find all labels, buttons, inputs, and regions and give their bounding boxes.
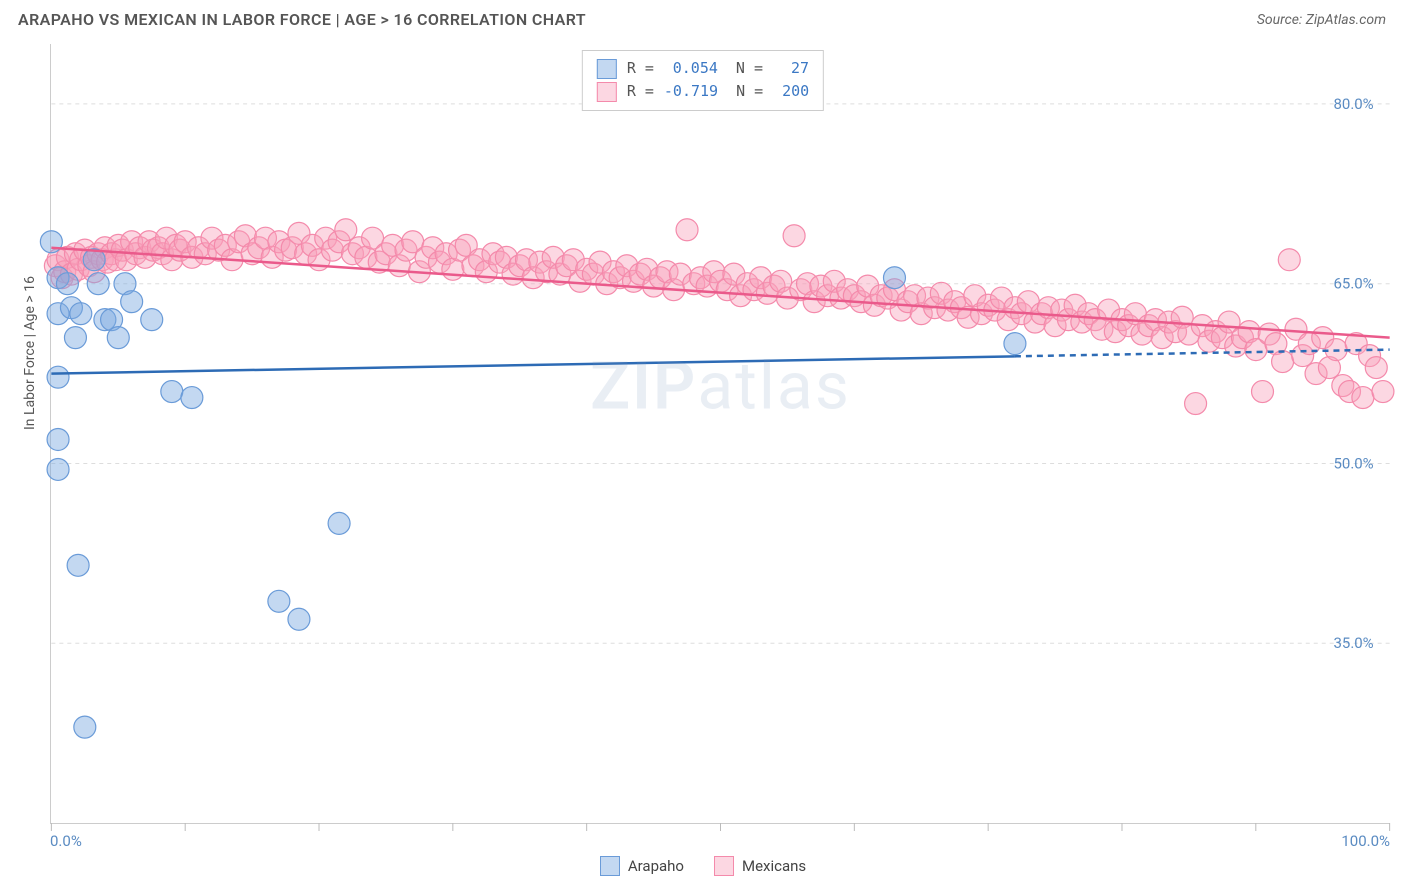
- legend-stats: R = 0.054 N = 27 R = -0.719 N = 200: [582, 50, 824, 111]
- r-value-arapaho: 0.054: [664, 57, 718, 80]
- svg-text:80.0%: 80.0%: [1334, 95, 1374, 113]
- legend-stats-row-mexicans: R = -0.719 N = 200: [597, 80, 809, 103]
- chart-plot-area: 35.0%50.0%65.0%80.0% ZIPatlas: [50, 44, 1390, 824]
- legend-bottom: Arapaho Mexicans: [0, 856, 1406, 876]
- legend-item-mexicans: Mexicans: [714, 856, 806, 876]
- n-value-arapaho: 27: [773, 57, 809, 80]
- swatch-mexicans: [597, 82, 617, 102]
- x-min-label: 0.0%: [50, 832, 82, 850]
- swatch-mexicans-bottom: [714, 856, 734, 876]
- x-max-label: 100.0%: [1341, 832, 1390, 850]
- n-value-mexicans: 200: [773, 80, 809, 103]
- chart-source: Source: ZipAtlas.com: [1257, 12, 1386, 28]
- y-axis-title: In Labor Force | Age > 16: [22, 276, 38, 430]
- legend-stats-row-arapaho: R = 0.054 N = 27: [597, 57, 809, 80]
- chart-title: ARAPAHO VS MEXICAN IN LABOR FORCE | AGE …: [18, 10, 586, 29]
- swatch-arapaho-bottom: [600, 856, 620, 876]
- svg-text:50.0%: 50.0%: [1334, 454, 1374, 472]
- r-value-mexicans: -0.719: [664, 80, 718, 103]
- swatch-arapaho: [597, 59, 617, 79]
- legend-item-arapaho: Arapaho: [600, 856, 684, 876]
- scatter-svg: 35.0% 50.0% 65.0% 80.0%: [51, 44, 1390, 823]
- x-axis-labels: 0.0% 100.0%: [50, 832, 1390, 856]
- svg-text:65.0%: 65.0%: [1334, 275, 1374, 293]
- svg-text:35.0%: 35.0%: [1334, 634, 1374, 652]
